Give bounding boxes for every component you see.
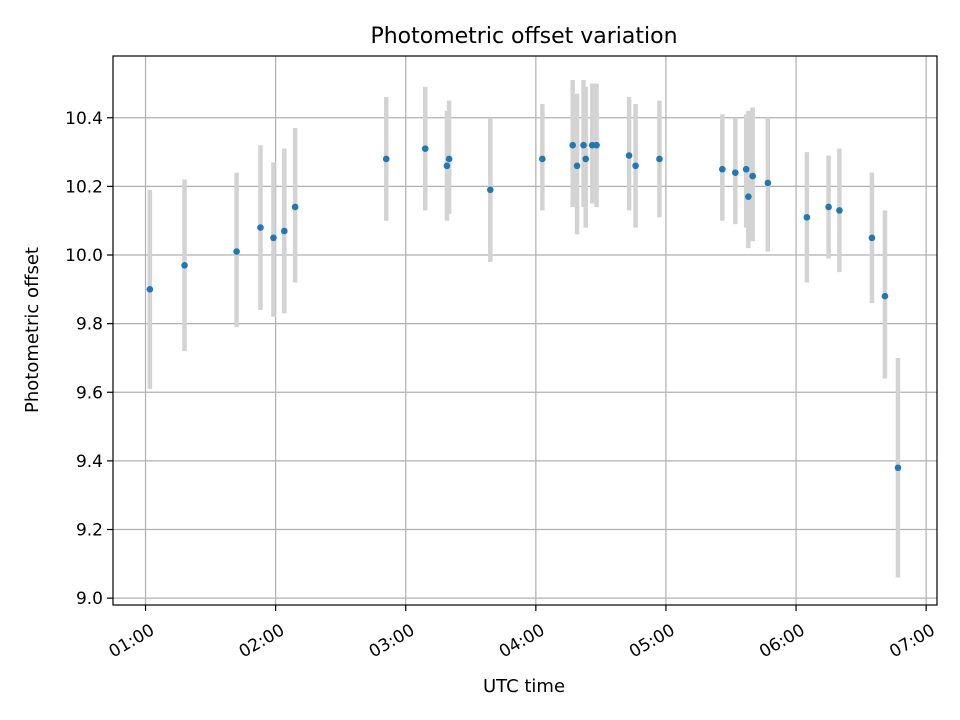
data-point xyxy=(573,162,581,170)
data-point xyxy=(749,172,756,180)
y-tick-label: 9.8 xyxy=(76,315,103,335)
data-point xyxy=(291,203,299,211)
data-point xyxy=(894,464,902,472)
x-axis-ticks: 01:00 02:00 03:00 04:00 05:00 06:00 07:00 xyxy=(106,605,939,662)
y-tick-label: 9.0 xyxy=(76,589,103,609)
data-points xyxy=(146,141,902,472)
error-bars xyxy=(147,80,901,578)
y-axis-label: Photometric offset xyxy=(22,247,43,413)
data-point xyxy=(745,193,752,200)
data-point xyxy=(445,155,453,163)
x-tick-label: 03:00 xyxy=(366,620,418,662)
data-point xyxy=(580,141,587,149)
x-tick-label: 04:00 xyxy=(496,620,548,662)
x-tick-label: 06:00 xyxy=(756,620,808,662)
x-axis-label: UTC time xyxy=(483,676,565,697)
y-tick-label: 10.2 xyxy=(65,177,103,197)
data-point xyxy=(582,155,590,163)
y-tick-label: 9.4 xyxy=(76,452,103,472)
data-point xyxy=(233,248,240,255)
data-point xyxy=(742,165,750,173)
y-tick-label: 9.6 xyxy=(76,383,103,403)
data-point xyxy=(825,203,832,211)
data-point xyxy=(732,169,739,176)
x-tick-label: 05:00 xyxy=(626,620,678,662)
data-point xyxy=(539,155,546,163)
data-point xyxy=(569,141,577,149)
data-point xyxy=(181,262,188,269)
y-tick-label: 9.2 xyxy=(76,521,103,541)
data-point xyxy=(281,227,288,235)
data-point xyxy=(487,186,494,194)
data-point xyxy=(632,162,639,170)
y-axis-ticks: 9.0 9.2 9.4 9.6 9.8 10.0 10.2 10.4 xyxy=(65,109,113,609)
data-point xyxy=(146,286,154,293)
x-tick-label: 07:00 xyxy=(886,620,938,662)
data-point xyxy=(257,224,264,231)
data-point xyxy=(270,234,277,242)
x-tick-label: 02:00 xyxy=(236,620,288,662)
data-point xyxy=(382,155,390,163)
y-tick-label: 10.4 xyxy=(65,109,103,129)
data-point xyxy=(803,213,811,221)
data-point xyxy=(881,292,889,300)
data-point xyxy=(656,155,663,163)
x-gridlines xyxy=(144,56,927,605)
data-point xyxy=(593,141,600,149)
chart-title: Photometric offset variation xyxy=(370,24,677,49)
y-tick-label: 10.0 xyxy=(65,246,103,266)
data-point xyxy=(764,179,772,187)
plot-frame xyxy=(112,55,938,606)
data-point xyxy=(719,165,726,173)
x-tick-label: 01:00 xyxy=(106,620,158,662)
data-point xyxy=(443,162,451,170)
data-point xyxy=(625,152,633,159)
y-gridlines xyxy=(113,117,937,599)
data-point xyxy=(836,207,843,214)
data-point xyxy=(868,234,876,242)
data-point xyxy=(421,145,429,152)
